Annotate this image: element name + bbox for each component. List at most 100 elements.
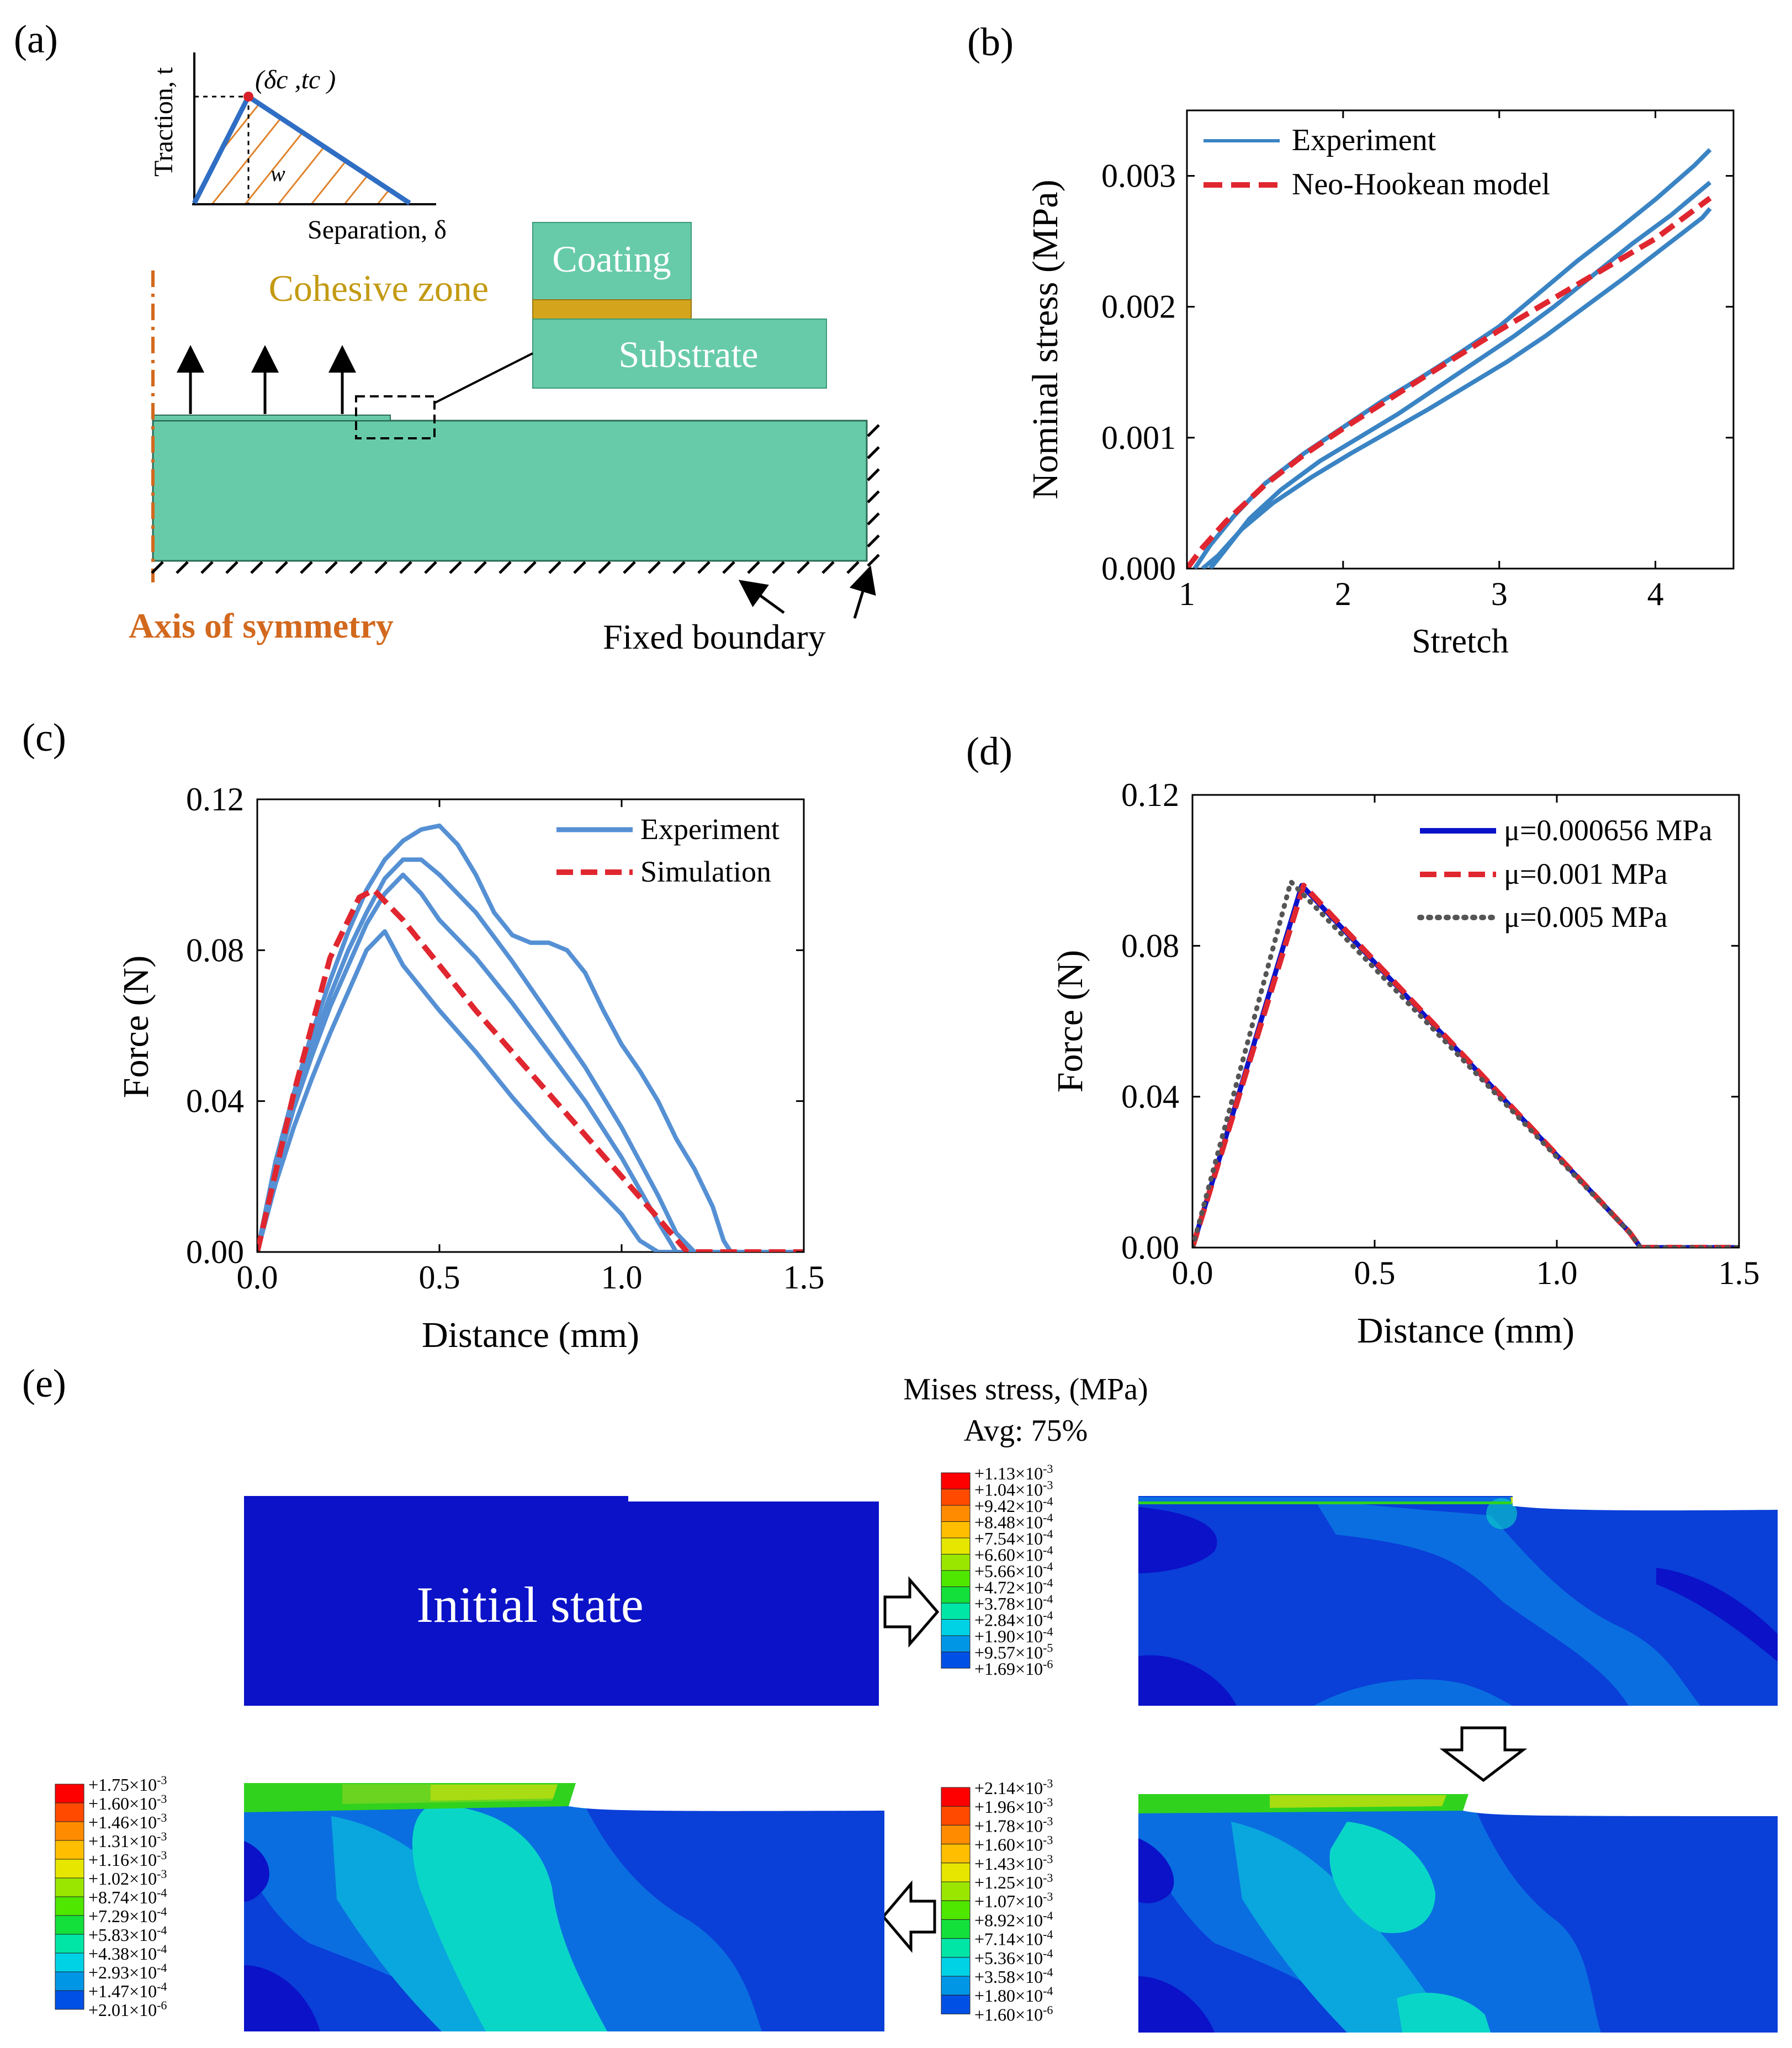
legend-value-label: +8.48×10-4 — [974, 1511, 1053, 1532]
chart-c-ytick-label: 0.00 — [186, 1234, 244, 1270]
legend-value-label: +2.01×10-6 — [88, 1998, 167, 2020]
axis-symmetry-label: Axis of symmetry — [129, 606, 394, 645]
legend-swatch — [941, 1489, 971, 1506]
chart-c-xlabel: Distance (mm) — [422, 1315, 639, 1355]
legend-value-label: +2.84×10-4 — [974, 1609, 1053, 1630]
traction-separation-law: (δc ,tc ) w Traction, t Separation, δ — [149, 52, 447, 245]
tsl-peak-point — [243, 92, 253, 102]
chart-d-legend-2: μ=0.005 MPa — [1504, 900, 1667, 933]
stress-legend-1: +1.13×10-3+1.04×10-3+9.42×10-4+8.48×10-4… — [941, 1462, 1053, 1679]
chart-d-ytick-label: 0.08 — [1121, 927, 1179, 964]
fem-state-2 — [1138, 1496, 1778, 1706]
legend-value-label: +1.04×10-3 — [974, 1478, 1053, 1500]
chart-c-legend: Experiment Simulation — [556, 813, 780, 888]
chart-c-xtick-label: 0.5 — [419, 1259, 460, 1296]
initial-state-label: Initial state — [416, 1577, 643, 1633]
chart-d-series-2 — [1192, 879, 1739, 1248]
chart-c-series-4 — [257, 887, 804, 1252]
chart-d-xtick-label: 1.0 — [1536, 1255, 1578, 1291]
fem-state-4 — [244, 1783, 884, 2031]
legend-value-label: +5.66×10-4 — [974, 1559, 1053, 1581]
chart-d-xtick-label: 1.5 — [1719, 1255, 1760, 1291]
chart-c-xtick-label: 0.0 — [237, 1259, 278, 1296]
legend-value-label: +1.02×10-3 — [88, 1867, 167, 1888]
chart-b-series-1 — [1201, 207, 1712, 569]
legend-swatch — [941, 1635, 971, 1652]
legend-value-label: +7.54×10-4 — [974, 1527, 1053, 1548]
legend-value-label: +1.75×10-3 — [88, 1773, 167, 1795]
chart-d-legend-0: μ=0.000656 MPa — [1504, 814, 1712, 847]
legend-value-label: +1.60×10-3 — [974, 1833, 1053, 1855]
legend-swatch — [941, 1957, 971, 1977]
legend-swatch — [941, 1472, 971, 1489]
panel-a-label: (a) — [14, 17, 58, 61]
legend-value-label: +3.58×10-4 — [974, 1965, 1053, 1987]
legend-value-label: +1.60×10-6 — [974, 2003, 1053, 2024]
chart-d: 0.0 0.5 1.0 1.5 0.00 0.04 0.08 0.12 μ=0.000656 … — [1050, 777, 1760, 1351]
legend-value-label: +8.74×10-4 — [88, 1886, 167, 1907]
panel-b-label: (b) — [967, 20, 1014, 64]
legend-swatch — [941, 1806, 971, 1826]
legend-value-label: +2.14×10-3 — [974, 1776, 1053, 1798]
chart-d-xtick-label: 0.0 — [1172, 1255, 1213, 1291]
legend-swatch — [941, 1994, 971, 2014]
legend-swatch — [941, 1587, 971, 1604]
chart-c-ytick-label: 0.08 — [186, 932, 244, 968]
fixed-boundary-hatch-bottom — [151, 561, 860, 574]
chart-b-xtick-label: 4 — [1647, 576, 1664, 612]
tsl-ylabel: Traction, t — [149, 67, 178, 177]
peel-model: Axis of symmetry Fixed boundary — [129, 270, 880, 656]
legend-value-label: +1.07×10-3 — [974, 1890, 1053, 1911]
stress-legend-3: +1.75×10-3+1.60×10-3+1.46×10-3+1.31×10-3… — [55, 1773, 167, 2020]
legend-value-label: +5.83×10-4 — [88, 1923, 167, 1945]
legend-value-label: +1.31×10-3 — [88, 1829, 167, 1851]
chart-b-legend-1: Neo-Hookean model — [1292, 167, 1550, 201]
mises-avg: Avg: 75% — [964, 1414, 1088, 1448]
legend-value-label: +1.96×10-3 — [974, 1795, 1053, 1817]
chart-c-series-3 — [257, 929, 804, 1252]
legend-value-label: +1.78×10-3 — [974, 1814, 1053, 1835]
legend-swatch — [941, 1863, 971, 1882]
legend-value-label: +1.90×10-4 — [974, 1625, 1053, 1646]
chart-b-legend: Experiment Neo-Hookean model — [1203, 123, 1550, 201]
chart-b-ytick-label: 0.003 — [1101, 158, 1176, 194]
fixed-boundary-hatch-right — [867, 424, 880, 567]
legend-value-label: +2.93×10-4 — [88, 1961, 167, 1982]
legend-value-label: +1.43×10-3 — [974, 1852, 1053, 1874]
legend-swatch — [55, 1859, 84, 1879]
chart-b-ytick-label: 0.000 — [1101, 550, 1176, 587]
panel-e-label: (e) — [22, 1361, 66, 1405]
legend-value-label: +7.29×10-4 — [88, 1904, 167, 1926]
legend-value-label: +6.60×10-4 — [974, 1543, 1053, 1565]
chart-c-series-2 — [257, 872, 804, 1252]
legend-swatch — [941, 1919, 971, 1939]
chart-d-ytick-label: 0.12 — [1121, 777, 1179, 813]
panel-d-label: (d) — [966, 729, 1012, 773]
legend-swatch — [55, 1971, 84, 1991]
legend-value-label: +1.60×10-3 — [88, 1792, 167, 1813]
chart-c-ytick-label: 0.12 — [186, 781, 244, 818]
legend-swatch — [941, 1824, 971, 1845]
legend-value-label: +1.80×10-4 — [974, 1984, 1053, 2005]
legend-value-label: +1.13×10-3 — [974, 1462, 1053, 1483]
legend-value-label: +3.78×10-4 — [974, 1592, 1053, 1614]
chart-d-legend-1: μ=0.001 MPa — [1504, 857, 1667, 890]
legend-swatch — [941, 1603, 971, 1620]
panel-c-label: (c) — [22, 715, 66, 760]
coating-label: Coating — [552, 238, 671, 280]
flow-arrow-down — [1439, 1726, 1528, 1782]
coating-block — [532, 222, 692, 300]
legend-value-label: +1.16×10-3 — [88, 1848, 167, 1870]
chart-c-legend-0: Experiment — [640, 813, 780, 846]
legend-swatch — [941, 1521, 971, 1538]
chart-c-xtick-label: 1.0 — [601, 1259, 643, 1296]
legend-value-label: +5.36×10-4 — [974, 1946, 1053, 1968]
chart-b-ytick-label: 0.001 — [1101, 420, 1176, 456]
legend-value-label: +9.57×10-5 — [974, 1641, 1053, 1663]
legend-swatch — [941, 1652, 971, 1669]
legend-swatch — [55, 1877, 84, 1897]
substrate-block — [532, 319, 827, 389]
chart-b-series-3 — [1187, 195, 1712, 569]
legend-swatch — [941, 1619, 971, 1636]
coating-strip — [152, 415, 391, 421]
